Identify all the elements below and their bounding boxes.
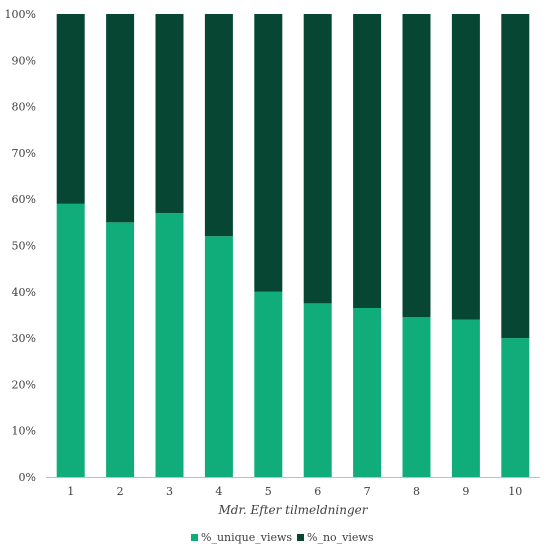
y-tick-label: 20% [12, 378, 36, 391]
bar-segment-no-views [402, 14, 431, 318]
y-tick-label: 50% [12, 240, 36, 253]
x-tick-label: 2 [117, 485, 124, 498]
bar-segment-unique-views [303, 303, 332, 477]
bar-segment-no-views [106, 14, 135, 223]
bar-segment-unique-views [501, 338, 530, 477]
plot-area [56, 14, 530, 477]
bar-segment-unique-views [106, 222, 135, 477]
bar-segment-no-views [303, 14, 332, 304]
bar-segment-no-views [254, 14, 283, 292]
y-tick-label: 0% [19, 471, 36, 484]
bar-segment-no-views [451, 14, 480, 320]
legend-label: %_no_views [307, 531, 374, 544]
bar-segment-unique-views [353, 308, 382, 477]
x-tick-label: 3 [166, 485, 173, 498]
x-tick-label: 5 [265, 485, 272, 498]
legend-item: %_unique_views [191, 531, 292, 544]
x-tick-label: 9 [462, 485, 469, 498]
x-tick-label: 8 [413, 485, 420, 498]
y-tick-label: 10% [12, 425, 36, 438]
x-tick-label: 10 [508, 485, 522, 498]
x-axis-ticks: 1 2 3 4 5 6 7 8 9 10 [67, 485, 522, 498]
x-axis-title: Mdr. Efter tilmeldninger [217, 503, 368, 517]
legend-swatch [297, 534, 304, 541]
bar-segment-unique-views [204, 236, 233, 477]
x-tick-label: 4 [215, 485, 222, 498]
bar-segment-no-views [501, 14, 530, 339]
x-tick-label: 7 [364, 485, 371, 498]
y-axis-ticks: 0% 10% 20% 30% 40% 50% 60% 70% 80% 90% 100% [5, 8, 36, 484]
x-tick-label: 6 [314, 485, 321, 498]
bar-segment-unique-views [155, 213, 184, 477]
bar-segment-no-views [353, 14, 382, 309]
y-tick-label: 70% [12, 147, 36, 160]
bar-segment-no-views [155, 14, 184, 214]
x-tick-label: 1 [67, 485, 74, 498]
y-tick-label: 90% [12, 54, 36, 67]
bar-segment-unique-views [56, 203, 85, 477]
legend-swatch [191, 534, 198, 541]
y-tick-label: 30% [12, 332, 36, 345]
bar-segment-unique-views [254, 291, 283, 477]
legend: %_unique_views %_no_views [191, 531, 374, 544]
bar-segment-unique-views [402, 317, 431, 477]
y-tick-label: 80% [12, 101, 36, 114]
bar-segment-no-views [56, 14, 85, 204]
y-tick-label: 100% [5, 8, 36, 21]
legend-label: %_unique_views [201, 531, 292, 544]
y-tick-label: 60% [12, 193, 36, 206]
bar-segment-no-views [204, 14, 233, 237]
bar-segment-unique-views [451, 319, 480, 477]
legend-item: %_no_views [297, 531, 374, 544]
y-tick-label: 40% [12, 286, 36, 299]
